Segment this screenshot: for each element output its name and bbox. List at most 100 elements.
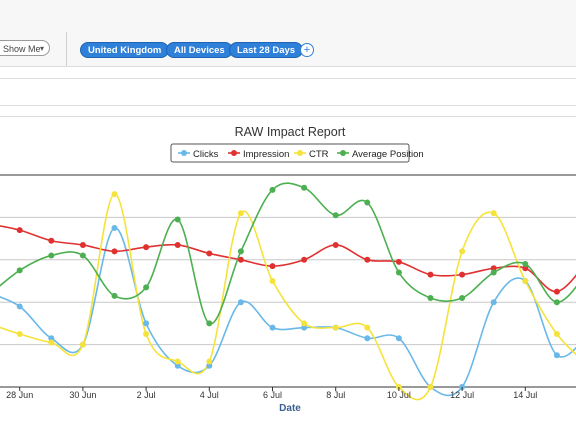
data-point-average-position[interactable] <box>237 248 244 255</box>
data-point-impression[interactable] <box>553 288 560 295</box>
data-point-impression[interactable] <box>427 271 434 278</box>
data-point-clicks[interactable] <box>174 362 181 369</box>
legend-label: Average Position <box>352 149 424 160</box>
x-tick-label: 30 Jun <box>69 390 96 400</box>
x-tick-label: 8 Jul <box>326 390 345 400</box>
x-tick-label: 2 Jul <box>137 390 156 400</box>
show-me-label: Show Me <box>3 44 41 54</box>
data-point-average-position[interactable] <box>269 186 276 193</box>
data-point-ctr[interactable] <box>301 320 308 327</box>
data-point-impression[interactable] <box>79 241 86 248</box>
data-point-ctr[interactable] <box>237 210 244 217</box>
data-point-impression[interactable] <box>111 248 118 255</box>
data-point-impression[interactable] <box>237 256 244 263</box>
data-point-clicks[interactable] <box>269 324 276 331</box>
data-point-clicks[interactable] <box>111 225 118 231</box>
x-tick-label: 6 Jul <box>263 390 282 400</box>
x-tick-label: 12 Jul <box>450 390 474 400</box>
data-point-average-position[interactable] <box>16 267 23 274</box>
data-point-average-position[interactable] <box>111 292 118 299</box>
data-point-ctr[interactable] <box>553 331 560 337</box>
series-line-average-position <box>0 182 576 325</box>
data-point-impression[interactable] <box>269 263 276 270</box>
legend-box <box>170 143 410 163</box>
data-point-clicks[interactable] <box>237 299 244 306</box>
legend-item-clicks[interactable]: Clicks <box>178 149 219 160</box>
data-point-clicks[interactable] <box>395 335 402 342</box>
data-point-clicks[interactable] <box>206 362 213 369</box>
data-point-average-position[interactable] <box>395 269 402 276</box>
data-point-clicks[interactable] <box>48 335 55 342</box>
data-point-average-position[interactable] <box>143 284 150 291</box>
legend-swatch-dot <box>340 150 346 156</box>
data-point-average-position[interactable] <box>522 261 529 268</box>
data-point-impression[interactable] <box>301 256 308 263</box>
data-point-clicks[interactable] <box>301 324 308 331</box>
data-point-impression[interactable] <box>522 265 529 272</box>
x-axis-label: Date <box>279 403 301 414</box>
data-point-impression[interactable] <box>174 241 181 248</box>
data-point-ctr[interactable] <box>522 278 529 284</box>
chart-grid <box>0 174 576 388</box>
legend-label: Clicks <box>193 149 219 160</box>
legend-label: CTR <box>309 149 329 160</box>
chart-series <box>0 182 576 401</box>
x-tick-label: 14 Jul <box>513 390 537 400</box>
data-point-ctr[interactable] <box>174 358 181 365</box>
data-point-impression[interactable] <box>459 271 466 278</box>
legend-item-average-position[interactable]: Average Position <box>337 149 424 160</box>
data-point-impression[interactable] <box>48 237 55 244</box>
add-filter-button[interactable]: + <box>300 43 314 57</box>
data-point-ctr[interactable] <box>143 331 150 337</box>
data-point-impression[interactable] <box>395 258 402 265</box>
show-me-dropdown[interactable]: Show Me ▾ <box>0 40 50 56</box>
filter-device-label: All Devices <box>174 45 225 56</box>
data-point-ctr[interactable] <box>79 341 86 348</box>
data-point-clicks[interactable] <box>143 320 150 327</box>
data-point-ctr[interactable] <box>16 331 23 337</box>
legend-swatch-dot <box>181 150 187 156</box>
data-point-ctr[interactable] <box>459 248 466 255</box>
legend-item-impression[interactable]: Impression <box>228 149 289 160</box>
data-point-impression[interactable] <box>332 241 339 248</box>
filter-country[interactable]: United Kingdom <box>80 42 170 58</box>
data-point-average-position[interactable] <box>553 299 560 306</box>
data-point-impression[interactable] <box>206 250 213 257</box>
chevron-down-icon: ▾ <box>39 44 44 53</box>
data-point-average-position[interactable] <box>459 294 466 301</box>
data-point-ctr[interactable] <box>332 324 339 331</box>
data-point-average-position[interactable] <box>79 252 86 259</box>
data-point-ctr[interactable] <box>427 384 434 390</box>
data-point-average-position[interactable] <box>364 199 371 206</box>
data-point-ctr[interactable] <box>206 358 213 365</box>
data-point-clicks[interactable] <box>364 335 371 342</box>
data-point-clicks[interactable] <box>553 352 560 359</box>
data-point-ctr[interactable] <box>490 210 497 217</box>
data-point-ctr[interactable] <box>364 324 371 331</box>
data-point-clicks[interactable] <box>490 299 497 306</box>
chart-title: RAW Impact Report <box>235 125 346 139</box>
data-point-average-position[interactable] <box>206 320 213 327</box>
data-point-impression[interactable] <box>364 256 371 263</box>
data-point-average-position[interactable] <box>332 212 339 219</box>
data-point-impression[interactable] <box>16 227 23 234</box>
data-point-ctr[interactable] <box>111 191 118 198</box>
data-point-impression[interactable] <box>490 265 497 272</box>
report-toolbar: Show Me ▾ United Kingdom All Devices Las… <box>0 0 576 67</box>
filter-date-range[interactable]: Last 28 Days <box>229 42 304 58</box>
data-point-average-position[interactable] <box>48 252 55 259</box>
legend-swatch-dot <box>297 150 303 156</box>
data-point-impression[interactable] <box>143 244 150 251</box>
chart-points <box>16 184 560 390</box>
data-point-average-position[interactable] <box>490 269 497 276</box>
data-point-average-position[interactable] <box>174 216 181 223</box>
data-point-clicks[interactable] <box>16 303 23 310</box>
data-point-average-position[interactable] <box>301 184 308 191</box>
filter-date-range-label: Last 28 Days <box>237 45 296 56</box>
data-point-ctr[interactable] <box>48 339 55 346</box>
data-point-average-position[interactable] <box>427 294 434 301</box>
series-line-impression <box>0 225 576 293</box>
data-point-ctr[interactable] <box>269 278 276 284</box>
legend-item-ctr[interactable]: CTR <box>294 149 329 160</box>
